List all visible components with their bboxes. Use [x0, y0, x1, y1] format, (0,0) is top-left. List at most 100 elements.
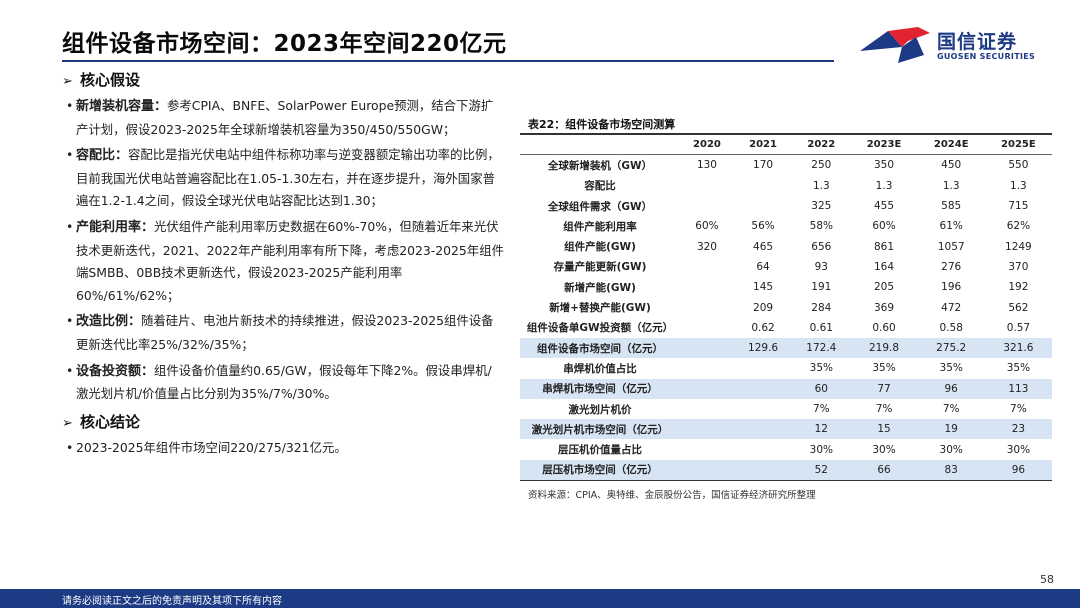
table-cell: 369	[874, 301, 895, 314]
table-cell: 250	[811, 159, 832, 172]
table-cell: 30%	[939, 443, 963, 456]
table-cell: 83	[917, 459, 985, 481]
table-cell: 7%	[875, 403, 893, 415]
table-cell: 276	[941, 260, 962, 273]
table-row: 新增产能(GW) 145 191 205 196 192	[520, 277, 1052, 297]
row-label: 层压机价值量占比	[558, 444, 642, 457]
table-cell	[733, 419, 793, 440]
table-row: 组件产能(GW) 320 465 656 861 1057 1249	[520, 236, 1052, 256]
section-heading-conclusion: ➢ 核心结论	[62, 410, 504, 434]
table-cell: 1.3	[875, 179, 893, 192]
logo-text-en: GUOSEN SECURITIES	[937, 52, 1036, 61]
item-text: 随着硅片、电池片新技术的持续推进，假设2023-2025组件设备更新迭代比率25…	[76, 313, 494, 352]
item-label: 容配比：	[76, 148, 129, 164]
title-divider	[62, 60, 834, 62]
item-text: 组件设备价值量约0.65/GW，假设每年下降2%。假设串焊机/激光划片机/价值量…	[76, 362, 492, 402]
table-cell: 56%	[751, 220, 775, 233]
table-row: 组件产能利用率 60% 56% 58% 60% 61% 62%	[520, 216, 1052, 236]
table-row: 激光划片机价 7% 7% 7% 7%	[520, 399, 1052, 419]
table-cell: 172.4	[792, 337, 851, 359]
section-heading-label: 核心假设	[80, 71, 141, 89]
table-row: 激光划片机市场空间（亿元） 12 15 19 23	[520, 419, 1052, 440]
table-cell: 450	[941, 159, 962, 172]
section-heading-label: 核心结论	[80, 412, 141, 431]
table-cell: 15	[850, 419, 918, 440]
table-cell: 58%	[809, 220, 833, 233]
page-number: 58	[1040, 573, 1054, 586]
column-header: 2024E	[917, 134, 985, 156]
table-row: 串焊机市场空间（亿元） 60 77 96 113	[520, 378, 1052, 399]
conclusion-list: 2023-2025年组件市场空间220/275/321亿元。	[62, 437, 504, 460]
table-row: 层压机市场空间（亿元） 52 66 83 96	[520, 459, 1052, 481]
table-cell: 23	[984, 419, 1052, 440]
table-cell: 0.57	[1006, 321, 1031, 334]
table-cell: 1249	[1005, 240, 1032, 253]
table-cell	[680, 399, 734, 419]
table-cell	[680, 439, 734, 459]
table-cell: 205	[874, 281, 895, 294]
item-text: 参考CPIA、BNFE、SolarPower Europe预测，结合下游扩产计划…	[76, 98, 494, 137]
table-cell: 209	[753, 301, 774, 314]
row-label: 容配比	[584, 180, 616, 193]
row-label: 激光划片机市场空间（亿元）	[520, 419, 680, 440]
table-cell: 350	[874, 159, 895, 172]
table-cell: 0.58	[939, 321, 963, 334]
table-cell	[680, 176, 734, 196]
table-cell: 7%	[942, 403, 960, 415]
row-label: 全球新增装机（GW）	[547, 159, 653, 172]
table-cell	[680, 196, 734, 216]
table-cell: 93	[814, 260, 828, 273]
row-label: 组件产能(GW)	[564, 241, 636, 254]
row-label: 串焊机市场空间（亿元）	[520, 378, 680, 399]
table-cell	[733, 378, 793, 399]
table-cell: 465	[753, 240, 774, 253]
table-cell: 562	[1008, 301, 1029, 314]
table-cell: 164	[874, 260, 895, 273]
table-cell: 30%	[872, 443, 896, 456]
list-item: 改造比例：随着硅片、电池片新技术的持续推进，假设2023-2025组件设备更新迭…	[62, 310, 504, 356]
column-header: 2021	[733, 134, 793, 156]
row-label: 存量产能更新(GW)	[553, 261, 647, 274]
guosen-logo-icon	[860, 27, 930, 63]
table-cell	[680, 419, 734, 440]
table-cell: 1057	[937, 240, 965, 253]
table-top-rule	[520, 133, 1052, 135]
item-label: 产能利用率：	[76, 219, 155, 235]
table-source-note: 资料来源：CPIA、奥特维、金辰股份公告，国信证券经济研究所整理	[528, 490, 816, 501]
row-label: 新增+替换产能(GW)	[549, 302, 651, 315]
table-header-row: 2020 2021 2022 2023E 2024E 2025E	[520, 134, 1052, 156]
table-title: 表22：组件设备市场空间测算	[528, 118, 676, 131]
table-cell: 370	[1008, 260, 1029, 273]
logo-text-cn: 国信证券	[937, 31, 1018, 53]
table-cell: 52	[792, 459, 851, 481]
assumptions-panel: ➢ 核心假设 新增装机容量：参考CPIA、BNFE、SolarPower Euro…	[62, 68, 504, 459]
market-space-table: 2020 2021 2022 2023E 2024E 2025E 全球新增装机（…	[520, 134, 1052, 481]
table-cell: 145	[753, 281, 774, 294]
row-label: 串焊机价值占比	[563, 362, 637, 375]
table-cell: 196	[941, 281, 962, 294]
footer-disclaimer: 请务必阅读正文之后的免责声明及其项下所有内容	[62, 596, 282, 607]
table-cell: 30%	[1006, 443, 1031, 456]
table-cell: 1.3	[1010, 179, 1027, 192]
table-cell: 455	[874, 200, 895, 213]
table-cell	[734, 439, 792, 459]
table-cell: 861	[874, 240, 895, 253]
table-row: 全球组件需求（GW） 325 455 585 715	[520, 196, 1052, 216]
table-cell: 715	[1008, 200, 1029, 213]
page-title: 组件设备市场空间：2023年空间220亿元	[62, 31, 507, 57]
table-row: 组件设备市场空间（亿元） 129.6 172.4 219.8 275.2 321.6	[520, 337, 1052, 359]
list-item: 容配比：容配比是指光伏电站中组件标称功率与逆变器额定输出功率的比例，目前我国光伏…	[62, 144, 504, 213]
table-cell: 35%	[809, 362, 833, 375]
table-row: 组件设备单GW投资额（亿元） 0.62 0.61 0.60 0.58 0.57	[520, 318, 1052, 338]
table-cell	[680, 277, 734, 297]
table-cell: 170	[753, 159, 774, 172]
table-cell	[734, 176, 792, 196]
item-text: 2023-2025年组件市场空间220/275/321亿元。	[76, 439, 347, 455]
table-cell: 130	[696, 159, 717, 172]
row-label: 组件产能利用率	[563, 220, 637, 233]
table-cell: 1.3	[812, 179, 830, 192]
table-cell: 275.2	[917, 337, 985, 359]
item-text: 容配比是指光伏电站中组件标称功率与逆变器额定输出功率的比例，目前我国光伏电站普遍…	[76, 147, 500, 209]
table-cell: 472	[941, 301, 962, 314]
row-label: 层压机市场空间（亿元）	[520, 459, 680, 481]
